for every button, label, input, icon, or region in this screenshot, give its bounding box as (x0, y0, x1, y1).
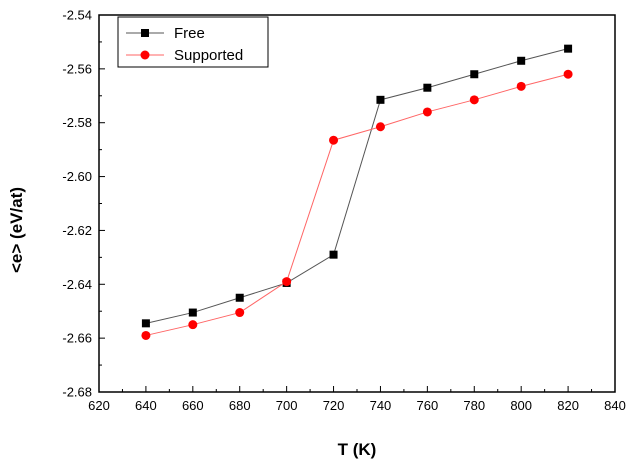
x-tick-label: 780 (463, 398, 485, 413)
x-axis-title: T (K) (338, 440, 377, 459)
data-point-supported (516, 81, 526, 91)
legend-label-supported: Supported (174, 47, 243, 64)
y-tick-label: -2.68 (62, 385, 92, 400)
data-point-free (329, 250, 338, 259)
data-point-free (470, 70, 479, 79)
data-point-supported (141, 330, 151, 340)
x-tick-label: 640 (135, 398, 157, 413)
data-point-supported (563, 69, 573, 79)
x-tick-label: 700 (276, 398, 298, 413)
y-axis-title: <e> (eV/at) (7, 187, 26, 273)
x-tick-label: 800 (510, 398, 532, 413)
y-tick-label: -2.66 (62, 331, 92, 346)
y-tick-label: -2.64 (62, 277, 92, 292)
x-tick-label: 820 (557, 398, 579, 413)
x-tick-label: 760 (417, 398, 439, 413)
axes: 620 640 660 680 700 720 740 760 780 800 820 840 -2.6… (62, 8, 625, 414)
x-tick-label: 740 (370, 398, 392, 413)
data-point-supported (282, 277, 292, 287)
legend: Free Supported (117, 16, 269, 68)
y-tick-label: -2.54 (62, 8, 92, 23)
y-tick-label: -2.56 (62, 61, 92, 76)
data-point-supported (329, 135, 339, 145)
data-point-free (235, 293, 244, 302)
data-point-supported (422, 107, 432, 117)
series-line-free (145, 48, 569, 324)
data-point-free (423, 83, 432, 92)
data-point-supported (188, 320, 198, 330)
y-tick-label: -2.60 (62, 169, 92, 184)
x-tick-label: 660 (182, 398, 204, 413)
data-point-supported (375, 122, 385, 132)
data-point-supported (235, 308, 245, 318)
data-point-free (376, 95, 385, 104)
x-tick-label: 720 (323, 398, 345, 413)
data-point-free (141, 319, 150, 328)
data-point-free (564, 44, 573, 53)
legend-marker-free (141, 29, 149, 37)
data-point-free (517, 56, 526, 65)
x-tick-label: 840 (604, 398, 626, 413)
plot-frame (98, 14, 616, 393)
x-tick-label: 620 (88, 398, 110, 413)
y-tick-label: -2.62 (62, 223, 92, 238)
data-point-free (188, 308, 197, 317)
series-layer (141, 44, 573, 340)
y-tick-label: -2.58 (62, 115, 92, 130)
legend-label-free: Free (174, 25, 205, 42)
series-line-supported (145, 73, 569, 336)
data-point-supported (469, 95, 479, 105)
legend-marker-supported (140, 50, 150, 60)
x-tick-label: 680 (229, 398, 251, 413)
